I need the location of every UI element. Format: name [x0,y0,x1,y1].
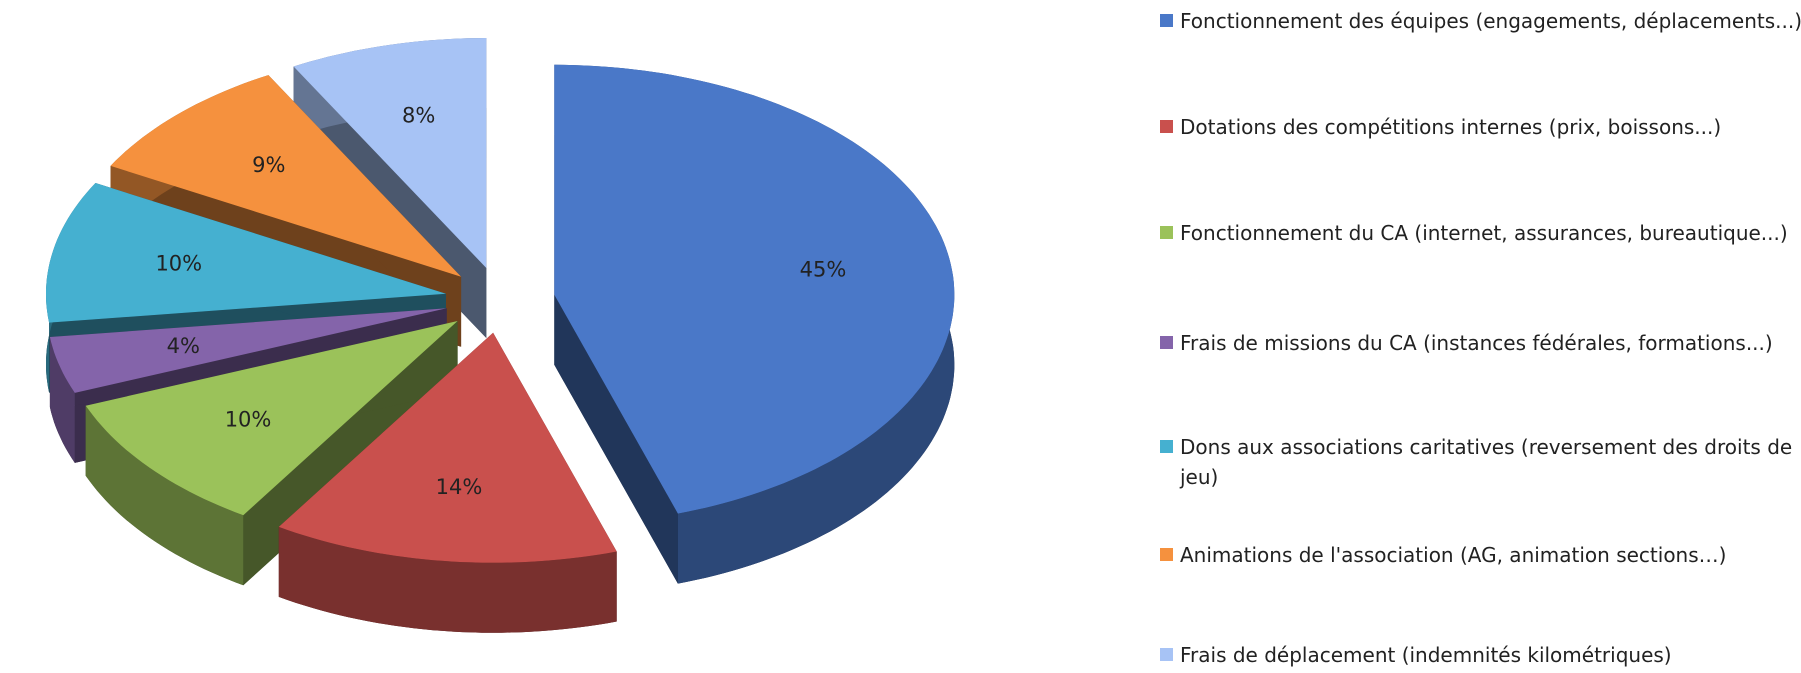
legend-swatch [1160,548,1173,561]
legend-label: Fonctionnement du CA (internet, assuranc… [1180,221,1788,245]
legend-label: Dotations des compétitions internes (pri… [1180,115,1722,139]
slice-wall [278,526,617,633]
data-label: 45% [800,257,847,281]
slice-top [554,64,955,514]
slice-top [293,38,487,268]
slice: 45% [554,64,955,584]
legend-swatch [1160,648,1173,661]
legend-item: Frais de déplacement (indemnités kilomét… [1160,640,1801,670]
legend-item: Fonctionnement du CA (internet, assuranc… [1160,218,1801,248]
data-label: 14% [436,475,483,499]
legend-label: Dons aux associations caritatives (rever… [1180,435,1793,489]
data-label: 9% [252,153,285,177]
legend-item: Dons aux associations caritatives (rever… [1160,432,1801,492]
slice-side [554,294,678,584]
pie-area: 8% 9% 10% 45% 4% 10% 14% [46,38,955,633]
legend-item: Frais de missions du CA (instances fédér… [1160,328,1801,358]
legend-item: Animations de l'association (AG, animati… [1160,540,1801,570]
legend-label: Frais de déplacement (indemnités kilomét… [1180,643,1672,667]
data-label: 10% [155,252,202,276]
slice-top [85,321,458,516]
slice-top [49,308,447,393]
legend-swatch [1160,440,1173,453]
slice-wall [49,337,75,463]
legend-label: Animations de l'association (AG, animati… [1180,543,1727,567]
legend-item: Fonctionnement des équipes (engagements,… [1160,6,1801,36]
legend-swatch [1160,226,1173,239]
legend-item: Dotations des compétitions internes (pri… [1160,112,1801,142]
data-label: 8% [402,104,435,128]
legend-swatch [1160,14,1173,27]
legend-swatch [1160,120,1173,133]
legend-label: Frais de missions du CA (instances fédér… [1180,331,1773,355]
slice-top [46,183,446,323]
data-label: 10% [225,408,272,432]
data-label: 4% [167,334,200,358]
legend-label: Fonctionnement des équipes (engagements,… [1180,9,1801,33]
legend-swatch [1160,336,1173,349]
slice-wall [85,405,244,586]
slice: 14% [278,332,617,633]
slice-top [110,75,462,277]
slice-top [278,332,617,563]
